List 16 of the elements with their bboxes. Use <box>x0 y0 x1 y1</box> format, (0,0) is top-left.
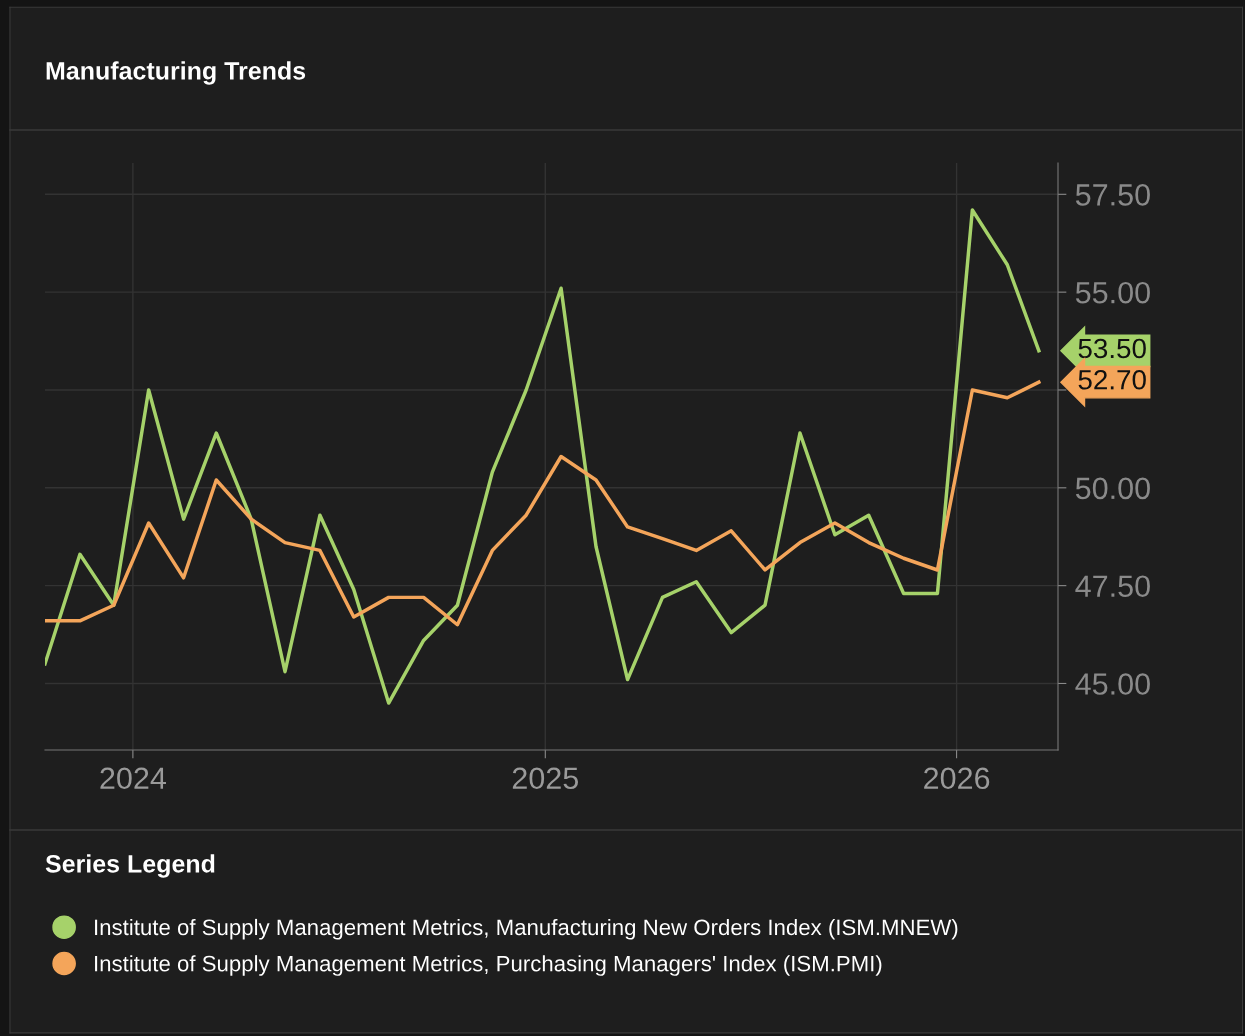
legend-title: Series Legend <box>45 854 215 878</box>
y-tick-label: 57.50 <box>1075 184 1150 206</box>
legend-label: Institute of Supply Management Metrics, Manufacturing New Orders Index (ISM.MNEW) <box>95 918 958 940</box>
data-label: 53.50 <box>1078 338 1146 359</box>
y-tick-label: 50.00 <box>1075 477 1150 500</box>
data-label: 52.70 <box>1078 369 1146 390</box>
x-tick-label: 2026 <box>924 767 990 790</box>
legend-label: Institute of Supply Management Metrics, Purchasing Managers' Index (ISM.PMI) <box>95 955 882 976</box>
y-tick-label: 45.00 <box>1075 673 1150 695</box>
y-tick-label: 55.00 <box>1075 281 1150 304</box>
line-series <box>45 380 1041 627</box>
line-series <box>45 208 1041 705</box>
chart-title: Manufacturing Trends <box>46 61 306 85</box>
x-tick-label: 2024 <box>100 767 166 790</box>
y-tick-label: 47.50 <box>1075 575 1150 598</box>
x-tick-label: 2025 <box>512 767 579 790</box>
